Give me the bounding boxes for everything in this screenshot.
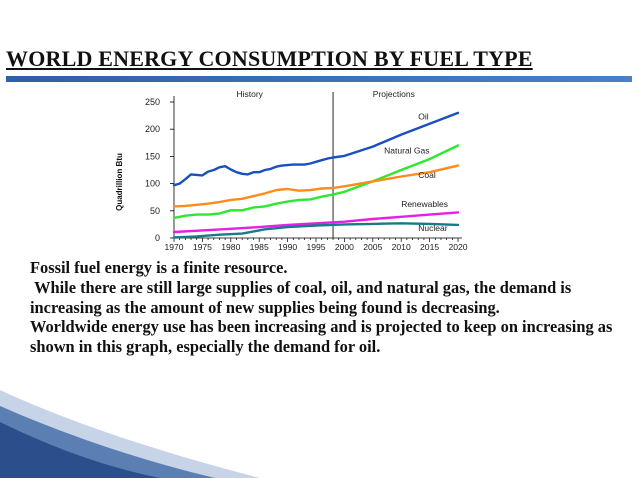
x-tick-label: 1975 [193,242,212,252]
chart-series-labels: Oil Natural Gas Coal Renewables Nuclear [384,111,448,233]
x-tick-label: 1980 [221,242,240,252]
y-tick-label: 50 [150,206,160,216]
x-tick-label: 1995 [306,242,325,252]
chart-series [172,111,460,239]
slide-title: WORLD ENERGY CONSUMPTION BY FUEL TYPE [6,46,533,71]
x-tick-label: 2005 [363,242,382,252]
paragraph-worldwide-use: Worldwide energy use has been increasing… [30,317,613,357]
y-tick-label: 100 [145,179,160,189]
chart-axes: 0 50 100 150 200 250 1970 1975 1980 1985 1990 1995 2… [145,92,468,252]
title-underline-bar [6,76,632,82]
x-tick-label: 1990 [278,242,297,252]
paragraph-supplies: While there are still large supplies of … [30,277,576,317]
decorative-swoosh [0,390,260,478]
projections-label: Projections [373,89,415,99]
x-tick-label: 1970 [164,242,183,252]
x-tick-label: 2010 [392,242,411,252]
series-label-renewables: Renewables [401,199,448,209]
y-tick-label: 250 [145,97,160,107]
series-label-nuclear: Nuclear [418,223,447,233]
y-tick-label: 150 [145,151,160,161]
series-line-oil [172,111,460,187]
y-axis-title-group: Quadrillion Btu [115,153,124,211]
x-tick-label: 2000 [335,242,354,252]
x-tick-label: 2015 [420,242,439,252]
series-line-nuclear [172,222,460,239]
y-tick-label: 200 [145,124,160,134]
x-tick-label: 1985 [250,242,269,252]
paragraph-finite-resource: Fossil fuel energy is a finite resource. [30,258,288,277]
series-label-natural-gas: Natural Gas [384,146,429,156]
series-line-renewables [172,211,460,234]
series-label-coal: Coal [418,170,436,180]
y-axis-title: Quadrillion Btu [115,153,124,211]
y-tick-label: 0 [155,233,160,243]
x-tick-label: 2020 [448,242,467,252]
body-text: Fossil fuel energy is a finite resource.… [30,258,620,357]
series-line-coal [172,164,460,208]
energy-consumption-chart: Quadrillion Btu 0 50 100 150 200 250 1970 1975 1… [115,89,468,252]
series-label-oil: Oil [418,111,429,121]
history-label: History [236,89,263,99]
